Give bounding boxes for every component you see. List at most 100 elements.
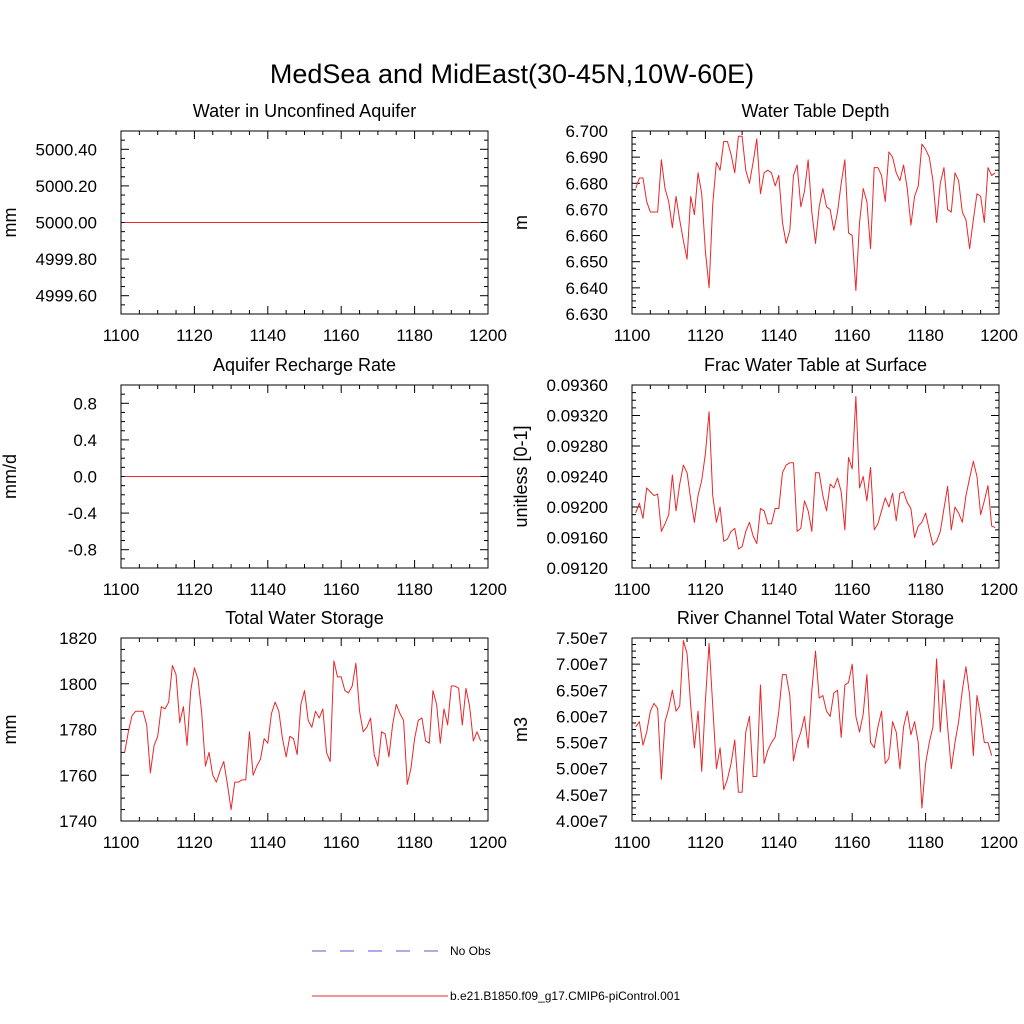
- y-tick-label: 5000.40: [36, 140, 97, 159]
- x-tick-label: 1180: [907, 580, 944, 599]
- y-tick-label: 4.00e7: [556, 812, 608, 831]
- legend-label: No Obs: [450, 944, 491, 958]
- y-axis-label: mm/d: [0, 454, 20, 499]
- x-tick-label: 1200: [980, 326, 1018, 345]
- legend-label: b.e21.B1850.f09_g17.CMIP6-piControl.001: [450, 989, 680, 1003]
- x-tick-label: 1140: [250, 326, 287, 345]
- x-tick-label: 1180: [396, 326, 433, 345]
- x-tick-label: 1120: [687, 833, 724, 852]
- x-tick-label: 1100: [103, 833, 140, 852]
- x-tick-label: 1180: [396, 580, 433, 599]
- y-tick-label: 7.50e7: [556, 629, 608, 648]
- panels: Water in Unconfined Aquifer mm 1100 1120 114…: [0, 101, 1018, 852]
- x-tick-label: 1200: [980, 580, 1018, 599]
- x-tick-label: 1100: [614, 326, 651, 345]
- plot-frame: [631, 637, 1000, 822]
- x-tick-label: 1200: [469, 833, 507, 852]
- panel-title: River Channel Total Water Storage: [677, 608, 954, 628]
- panel-river-channel-total-water-storage: River Channel Total Water Storage m3 1100 1…: [511, 608, 1018, 852]
- x-tick-label: 1140: [761, 326, 798, 345]
- x-tick-label: 1140: [761, 833, 798, 852]
- y-tick-label: 6.650: [565, 253, 608, 272]
- x-tick-label: 1180: [907, 833, 944, 852]
- series-line: [635, 395, 996, 550]
- y-tick-label: 1760: [59, 766, 97, 785]
- x-tick-label: 1120: [176, 326, 213, 345]
- y-tick-label: 0.09320: [547, 407, 608, 426]
- y-axis-label: mm: [0, 715, 20, 745]
- x-tick-label: 1140: [761, 580, 798, 599]
- panel-title: Water Table Depth: [741, 101, 889, 121]
- y-axis-label: unitless [0-1]: [511, 425, 531, 527]
- y-axis-label: m: [511, 215, 531, 230]
- y-tick-label: 6.700: [565, 122, 608, 141]
- y-tick-label: 0.09240: [547, 468, 608, 487]
- panel-title: Water in Unconfined Aquifer: [193, 101, 416, 121]
- x-tick-label: 1120: [687, 580, 724, 599]
- y-tick-label: 6.690: [565, 148, 608, 167]
- panel-aquifer-recharge-rate: Aquifer Recharge Rate mm/d 1100 1120 1140 116…: [0, 355, 507, 599]
- x-tick-label: 1100: [614, 580, 651, 599]
- y-tick-label: 6.50e7: [556, 681, 608, 700]
- y-tick-label: 0.4: [73, 431, 97, 450]
- y-tick-label: 4999.60: [36, 287, 97, 306]
- x-tick-label: 1100: [614, 833, 651, 852]
- x-tick-label: 1160: [834, 833, 871, 852]
- x-tick-label: 1180: [396, 833, 433, 852]
- legend-entry-1: No Obs: [312, 944, 491, 958]
- y-tick-label: -0.4: [68, 504, 97, 523]
- x-tick-label: 1160: [323, 833, 360, 852]
- x-tick-label: 1140: [250, 580, 287, 599]
- y-tick-label: 0.09280: [547, 437, 608, 456]
- panel-water-in-unconfined-aquifer: Water in Unconfined Aquifer mm 1100 1120 114…: [0, 101, 507, 345]
- legend-entry-2: b.e21.B1850.f09_g17.CMIP6-piControl.001: [312, 989, 680, 1003]
- y-tick-label: 5.50e7: [556, 734, 608, 753]
- series-line: [635, 640, 993, 809]
- panel-title: Aquifer Recharge Rate: [213, 355, 396, 375]
- y-tick-label: 0.0: [73, 468, 97, 487]
- y-tick-label: 6.630: [565, 305, 608, 324]
- x-tick-label: 1160: [834, 326, 871, 345]
- y-tick-label: 4.50e7: [556, 786, 608, 805]
- y-tick-label: 7.00e7: [556, 655, 608, 674]
- x-tick-label: 1140: [250, 833, 287, 852]
- plot-frame: [120, 637, 489, 822]
- x-tick-label: 1120: [687, 326, 724, 345]
- panel-water-table-depth: Water Table Depth m 1100 1120 1140 1160 1180 12…: [511, 101, 1018, 345]
- x-tick-label: 1120: [176, 833, 213, 852]
- y-tick-label: 5000.20: [36, 177, 97, 196]
- x-tick-label: 1200: [980, 833, 1018, 852]
- x-tick-label: 1180: [907, 326, 944, 345]
- y-axis-label: mm: [0, 208, 20, 238]
- y-tick-label: 1780: [59, 721, 97, 740]
- y-tick-label: 0.09360: [547, 376, 608, 395]
- x-tick-label: 1200: [469, 326, 507, 345]
- y-tick-label: 0.09120: [547, 559, 608, 578]
- y-tick-label: 1740: [59, 812, 97, 831]
- series-line: [635, 135, 996, 291]
- y-tick-label: 6.00e7: [556, 707, 608, 726]
- x-tick-label: 1160: [323, 580, 360, 599]
- y-tick-label: 5.00e7: [556, 760, 608, 779]
- x-tick-label: 1160: [323, 326, 360, 345]
- panel-title: Frac Water Table at Surface: [704, 355, 927, 375]
- plot-frame: [631, 130, 1000, 315]
- figure-title: MedSea and MidEast(30-45N,10W-60E): [270, 59, 754, 89]
- y-tick-label: 4999.80: [36, 250, 97, 269]
- series-line: [124, 660, 482, 811]
- panel-title: Total Water Storage: [225, 608, 383, 628]
- legend: No Obs b.e21.B1850.f09_g17.CMIP6-piContro…: [312, 944, 680, 1003]
- x-tick-label: 1100: [103, 326, 140, 345]
- x-tick-label: 1200: [469, 580, 507, 599]
- y-tick-label: 1820: [59, 629, 97, 648]
- y-tick-label: 6.660: [565, 227, 608, 246]
- y-tick-label: 0.8: [73, 394, 97, 413]
- y-tick-label: -0.8: [68, 541, 97, 560]
- x-tick-label: 1160: [834, 580, 871, 599]
- y-axis-label: m3: [511, 717, 531, 742]
- y-tick-label: 5000.00: [36, 214, 97, 233]
- panel-total-water-storage: Total Water Storage mm 1100 1120 1140 1160 118…: [0, 608, 507, 852]
- x-tick-label: 1100: [103, 580, 140, 599]
- x-tick-label: 1120: [176, 580, 213, 599]
- panel-frac-water-table-at-surface: Frac Water Table at Surface unitless [0-1…: [511, 355, 1018, 599]
